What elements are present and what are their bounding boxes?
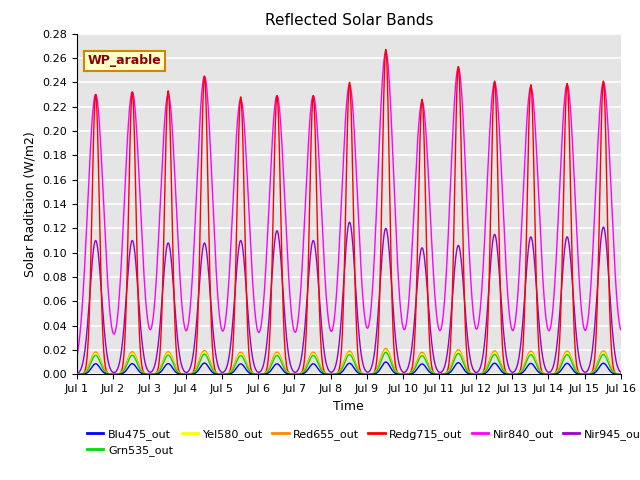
Grn535_out bbox=[305, 359, 313, 365]
Blu475_out bbox=[607, 368, 614, 374]
Red655_out bbox=[548, 372, 556, 377]
Yel580_out bbox=[382, 347, 390, 353]
Red655_out bbox=[607, 362, 614, 368]
Yel580_out bbox=[305, 358, 313, 363]
Red655_out bbox=[382, 346, 390, 351]
Nir840_out bbox=[607, 170, 614, 176]
Blu475_out bbox=[305, 365, 313, 371]
Redg715_out bbox=[548, 372, 556, 377]
Red655_out bbox=[305, 356, 313, 361]
Redg715_out bbox=[73, 372, 81, 377]
Redg715_out bbox=[617, 372, 625, 377]
Yel580_out bbox=[607, 364, 614, 370]
Line: Red655_out: Red655_out bbox=[77, 348, 621, 374]
Nir840_out bbox=[135, 169, 143, 175]
Grn535_out bbox=[548, 372, 556, 377]
Yel580_out bbox=[282, 367, 289, 373]
Grn535_out bbox=[382, 349, 390, 355]
Nir840_out bbox=[73, 354, 81, 360]
Yel580_out bbox=[167, 354, 175, 360]
Line: Redg715_out: Redg715_out bbox=[77, 49, 621, 374]
Blu475_out bbox=[73, 372, 81, 377]
Red655_out bbox=[135, 362, 143, 368]
Blu475_out bbox=[282, 370, 289, 376]
Line: Nir945_out: Nir945_out bbox=[77, 222, 621, 374]
Line: Nir840_out: Nir840_out bbox=[77, 52, 621, 357]
Grn535_out bbox=[167, 356, 175, 361]
Nir840_out bbox=[382, 49, 390, 55]
Y-axis label: Solar Raditaion (W/m2): Solar Raditaion (W/m2) bbox=[24, 131, 36, 277]
Title: Reflected Solar Bands: Reflected Solar Bands bbox=[264, 13, 433, 28]
Redg715_out bbox=[167, 167, 175, 173]
Redg715_out bbox=[382, 47, 390, 52]
Red655_out bbox=[617, 372, 625, 377]
Grn535_out bbox=[282, 368, 289, 373]
Nir840_out bbox=[305, 130, 313, 136]
Yel580_out bbox=[617, 372, 625, 377]
Nir945_out bbox=[135, 300, 143, 306]
Line: Yel580_out: Yel580_out bbox=[77, 350, 621, 374]
Nir945_out bbox=[548, 367, 556, 373]
Nir840_out bbox=[548, 317, 556, 323]
Grn535_out bbox=[607, 365, 614, 371]
Nir840_out bbox=[282, 211, 289, 217]
Blu475_out bbox=[617, 372, 625, 377]
Nir945_out bbox=[167, 256, 175, 262]
Redg715_out bbox=[607, 323, 614, 329]
Nir840_out bbox=[617, 327, 625, 333]
Grn535_out bbox=[135, 364, 143, 370]
Redg715_out bbox=[282, 353, 289, 359]
X-axis label: Time: Time bbox=[333, 400, 364, 413]
Line: Grn535_out: Grn535_out bbox=[77, 352, 621, 374]
Blu475_out bbox=[135, 368, 143, 374]
Yel580_out bbox=[548, 372, 556, 377]
Nir945_out bbox=[346, 219, 353, 225]
Blu475_out bbox=[382, 359, 390, 365]
Nir945_out bbox=[305, 269, 313, 275]
Nir945_out bbox=[617, 369, 625, 375]
Redg715_out bbox=[305, 232, 313, 238]
Nir840_out bbox=[167, 110, 175, 116]
Red655_out bbox=[167, 352, 175, 358]
Redg715_out bbox=[135, 316, 143, 322]
Yel580_out bbox=[73, 372, 81, 377]
Yel580_out bbox=[135, 363, 143, 369]
Legend: Blu475_out, Grn535_out, Yel580_out, Red655_out, Redg715_out, Nir840_out, Nir945_: Blu475_out, Grn535_out, Yel580_out, Red6… bbox=[83, 424, 640, 460]
Blu475_out bbox=[167, 363, 175, 369]
Text: WP_arable: WP_arable bbox=[88, 54, 161, 67]
Nir945_out bbox=[73, 371, 81, 377]
Blu475_out bbox=[548, 372, 556, 377]
Red655_out bbox=[282, 366, 289, 372]
Red655_out bbox=[73, 372, 81, 377]
Nir945_out bbox=[282, 321, 289, 327]
Nir945_out bbox=[607, 299, 614, 304]
Line: Blu475_out: Blu475_out bbox=[77, 362, 621, 374]
Grn535_out bbox=[73, 372, 81, 377]
Grn535_out bbox=[617, 372, 625, 377]
